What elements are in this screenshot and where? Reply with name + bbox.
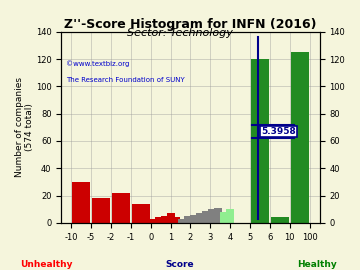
Bar <box>214 208 222 223</box>
Bar <box>208 209 216 223</box>
Bar <box>196 213 204 223</box>
Bar <box>184 216 192 223</box>
Bar <box>72 182 90 223</box>
Bar <box>271 217 289 223</box>
Bar <box>291 52 309 223</box>
Bar <box>172 217 180 223</box>
Bar <box>149 219 157 223</box>
Bar <box>226 209 234 223</box>
Text: 5.3958: 5.3958 <box>261 127 296 136</box>
Y-axis label: Number of companies
(574 total): Number of companies (574 total) <box>15 77 35 177</box>
Text: Score: Score <box>166 260 194 269</box>
Text: Healthy: Healthy <box>297 260 337 269</box>
Bar <box>161 216 168 223</box>
Text: ©www.textbiz.org: ©www.textbiz.org <box>67 60 130 67</box>
Text: The Research Foundation of SUNY: The Research Foundation of SUNY <box>67 76 185 83</box>
Bar <box>112 193 130 223</box>
Bar <box>251 59 269 223</box>
Bar <box>167 213 175 223</box>
Bar <box>92 198 110 223</box>
Bar <box>220 212 228 223</box>
Bar <box>202 211 210 223</box>
Text: Unhealthy: Unhealthy <box>21 260 73 269</box>
Bar <box>155 217 163 223</box>
Text: Sector: Technology: Sector: Technology <box>127 28 233 38</box>
Bar <box>190 215 198 223</box>
Title: Z''-Score Histogram for INFN (2016): Z''-Score Histogram for INFN (2016) <box>64 18 317 31</box>
Bar <box>132 204 150 223</box>
Bar <box>179 219 186 223</box>
